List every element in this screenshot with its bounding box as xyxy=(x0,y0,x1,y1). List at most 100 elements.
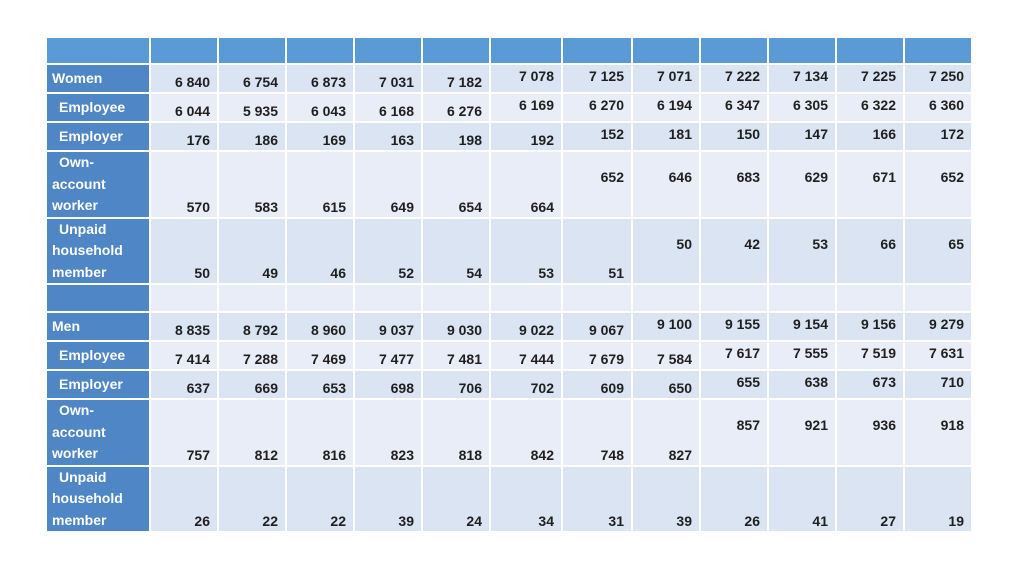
value-cell: 181 xyxy=(633,123,699,150)
value-text: 39 xyxy=(398,513,414,529)
value-text: 7 250 xyxy=(928,68,964,84)
row-label-line: account xyxy=(52,175,106,192)
value-cell: 9 037 xyxy=(355,313,421,340)
value-cell: 6 194 xyxy=(633,94,699,121)
row-label-line: Employee xyxy=(59,99,126,115)
value-text: 9 030 xyxy=(446,322,482,338)
value-text: 9 100 xyxy=(656,316,692,332)
value-text: 655 xyxy=(736,374,760,390)
row-label: Employer xyxy=(47,371,149,398)
value-cell: 9 022 xyxy=(491,313,561,340)
row-label-line: Employer xyxy=(59,376,123,392)
value-text: 583 xyxy=(254,198,278,215)
value-cell: 7 414 xyxy=(151,342,217,369)
value-text: 757 xyxy=(186,446,210,463)
value-cell: 7 519 xyxy=(837,342,903,369)
value-text: 7 617 xyxy=(724,345,760,361)
value-text: 166 xyxy=(872,126,896,142)
value-cell: 583 xyxy=(219,152,285,217)
value-cell: 6 168 xyxy=(355,94,421,121)
value-cell: 7 477 xyxy=(355,342,421,369)
value-cell: 41 xyxy=(769,466,835,531)
value-text: 7 134 xyxy=(792,68,828,84)
value-text: 650 xyxy=(668,380,692,396)
value-text: 7 477 xyxy=(378,351,414,367)
value-text: 26 xyxy=(194,513,210,529)
value-text: 8 835 xyxy=(174,322,210,338)
value-text: 652 xyxy=(940,169,964,185)
row-label-line: Own- xyxy=(59,154,94,170)
value-cell: 7 555 xyxy=(769,342,835,369)
value-cell: 26 xyxy=(701,466,767,531)
category-row: Employer 176 186 169 163 198 192 152 181 150 147 16… xyxy=(47,123,971,150)
row-label: Own-account worker xyxy=(47,400,149,465)
value-text: 9 155 xyxy=(724,316,760,332)
row-label-line: worker xyxy=(52,197,98,213)
value-text: 615 xyxy=(322,198,346,215)
value-cell: 166 xyxy=(837,123,903,150)
value-cell: 702 xyxy=(491,371,561,398)
value-cell: 31 xyxy=(563,466,631,531)
value-text: 669 xyxy=(254,380,278,396)
value-cell: 7 031 xyxy=(355,65,421,92)
value-cell: 816 xyxy=(287,400,353,465)
value-cell: 7 225 xyxy=(837,65,903,92)
value-cell: 50 xyxy=(151,218,217,283)
value-text: 9 067 xyxy=(588,322,624,338)
category-row: Employer 637 669 653 698 706 702 609 650 655 638 67… xyxy=(47,371,971,398)
value-text: 192 xyxy=(530,132,554,148)
value-cell: 827 xyxy=(633,400,699,465)
value-cell: 39 xyxy=(355,466,421,531)
value-cell: 49 xyxy=(219,218,285,283)
value-text: 163 xyxy=(390,132,414,148)
value-cell: 9 067 xyxy=(563,313,631,340)
header-cell xyxy=(905,38,971,63)
value-cell: 52 xyxy=(355,218,421,283)
value-text: 857 xyxy=(736,417,760,433)
value-cell: 698 xyxy=(355,371,421,398)
value-cell: 6 347 xyxy=(701,94,767,121)
row-label-line: household xyxy=(52,242,123,258)
header-row xyxy=(47,38,971,63)
value-text: 7 519 xyxy=(860,345,896,361)
value-cell: 652 xyxy=(905,152,971,217)
value-text: 66 xyxy=(880,235,896,252)
value-cell: 42 xyxy=(701,218,767,283)
value-cell: 9 100 xyxy=(633,313,699,340)
value-cell: 7 250 xyxy=(905,65,971,92)
value-cell: 169 xyxy=(287,123,353,150)
value-text: 53 xyxy=(812,235,828,252)
value-text: 7 071 xyxy=(656,68,692,84)
value-cell: 27 xyxy=(837,466,903,531)
category-row: Unpaid household member 26 22 22 39 24 34 31 39 26 4… xyxy=(47,466,971,531)
row-label: Employee xyxy=(47,342,149,369)
value-text: 710 xyxy=(940,374,964,390)
value-cell: 7 481 xyxy=(423,342,489,369)
row-label-line: household xyxy=(52,490,123,506)
value-text: 823 xyxy=(390,446,414,463)
value-text: 638 xyxy=(804,374,828,390)
spacer-cell xyxy=(287,285,353,311)
value-cell: 65 xyxy=(905,218,971,283)
spacer-cell xyxy=(837,285,903,311)
value-text: 7 225 xyxy=(860,68,896,84)
value-cell: 757 xyxy=(151,400,217,465)
value-text: 41 xyxy=(812,513,828,529)
value-text: 9 037 xyxy=(378,322,414,338)
value-text: 19 xyxy=(948,513,964,529)
value-text: 34 xyxy=(538,513,554,529)
row-label-line: member xyxy=(52,511,107,528)
value-text: 52 xyxy=(398,265,414,281)
value-text: 181 xyxy=(668,126,692,142)
value-cell: 7 125 xyxy=(563,65,631,92)
value-cell: 609 xyxy=(563,371,631,398)
value-text: 6 168 xyxy=(378,103,414,119)
value-cell: 26 xyxy=(151,466,217,531)
value-cell: 918 xyxy=(905,400,971,465)
value-cell: 7 469 xyxy=(287,342,353,369)
value-cell: 6 322 xyxy=(837,94,903,121)
value-cell: 7 444 xyxy=(491,342,561,369)
value-cell: 7 078 xyxy=(491,65,561,92)
value-cell: 7 631 xyxy=(905,342,971,369)
value-text: 7 584 xyxy=(656,351,692,367)
